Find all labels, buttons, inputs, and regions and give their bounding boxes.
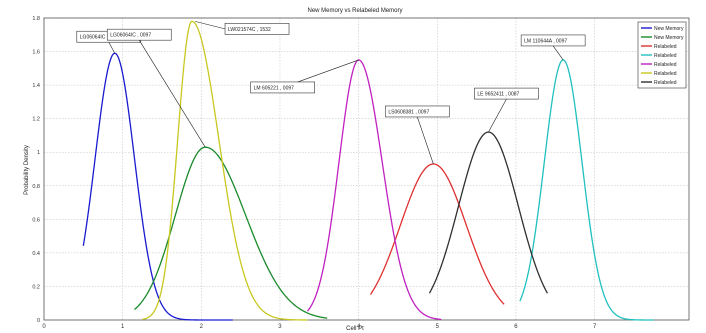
x-tick-label: 5: [436, 324, 440, 330]
annotation-arrow: [138, 40, 206, 148]
ticks: 0 1 2 3 4 5 6 7 0 0.2 0.4 0.6 0.8 1 1.2 1.4 1.6 1.8: [32, 16, 597, 330]
y-tick-label: 1: [37, 150, 40, 156]
curves: [82, 20, 654, 321]
y-tick-label: 1.8: [32, 16, 40, 22]
annotation-label: LM 605221 , 0097: [254, 85, 295, 91]
legend-label: Relabeled: [654, 80, 677, 86]
y-tick-label: 0.8: [32, 184, 40, 190]
legend-label: Relabeled: [654, 53, 677, 59]
x-tick-label: 4: [357, 324, 361, 330]
plot-area: [43, 17, 690, 321]
annotation-box: [474, 87, 539, 100]
y-tick-label: 0.2: [32, 284, 40, 290]
grid: [43, 17, 689, 321]
legend-label: New Memory: [654, 26, 684, 32]
legend: New Memory New Memory Relabeled Relabeled Re…: [637, 21, 687, 89]
annotation-arrow: [194, 21, 226, 30]
x-tick-label: 6: [514, 324, 518, 330]
x-tick-label: 3: [278, 324, 282, 330]
series-line-3: [369, 163, 505, 305]
y-tick-label: 0: [37, 318, 40, 324]
legend-label: Relabeled: [654, 44, 677, 50]
annotation-box: [224, 23, 290, 35]
legend-label: New Memory: [654, 35, 684, 41]
annotation-box: [385, 105, 450, 118]
series-line-1: [82, 52, 233, 321]
series-line-7: [428, 131, 548, 294]
annotation-arrow: [417, 116, 434, 165]
annotation-label: LG06064IC , 0097: [80, 35, 121, 41]
y-tick-label: 1.6: [32, 50, 40, 56]
y-tick-label: 1.2: [32, 117, 40, 123]
series-line-4: [519, 59, 654, 321]
legend-label: Relabeled: [654, 62, 677, 68]
annotation-label: LW021574C , 1532: [228, 27, 271, 33]
x-tick-label: 0: [42, 324, 46, 330]
series-line-5: [307, 59, 442, 321]
series-line-2: [134, 146, 328, 319]
legend-label: Relabeled: [654, 71, 677, 77]
x-tick-label: 1: [121, 324, 125, 330]
x-tick-label: 2: [200, 324, 204, 330]
annotation-label: LM 110644A , 0097: [524, 38, 567, 44]
annotation-arrow: [488, 98, 507, 133]
annotation-label: LE 9652411 , 0087: [477, 92, 519, 98]
annotation-box: [106, 28, 172, 41]
y-tick-label: 0.4: [32, 251, 40, 257]
annotation-arrow: [552, 45, 564, 61]
annotation-box: [520, 34, 586, 47]
annotation-label: LS0608381 , 0097: [388, 109, 429, 115]
series-line-6: [142, 20, 308, 321]
x-axis-label: Cell Pt: [346, 326, 364, 332]
x-tick-label: 7: [593, 324, 597, 330]
y-tick-label: 1.4: [32, 83, 40, 89]
y-axis-label: Probability Density: [24, 145, 30, 195]
annotation-label: LG06064IC , 0097: [110, 33, 151, 39]
chart-title: New Memory vs Relabeled Memory: [307, 8, 402, 14]
annotation-box: [250, 81, 315, 94]
y-tick-label: 0.6: [32, 217, 40, 223]
annotation-arrow: [108, 42, 116, 54]
